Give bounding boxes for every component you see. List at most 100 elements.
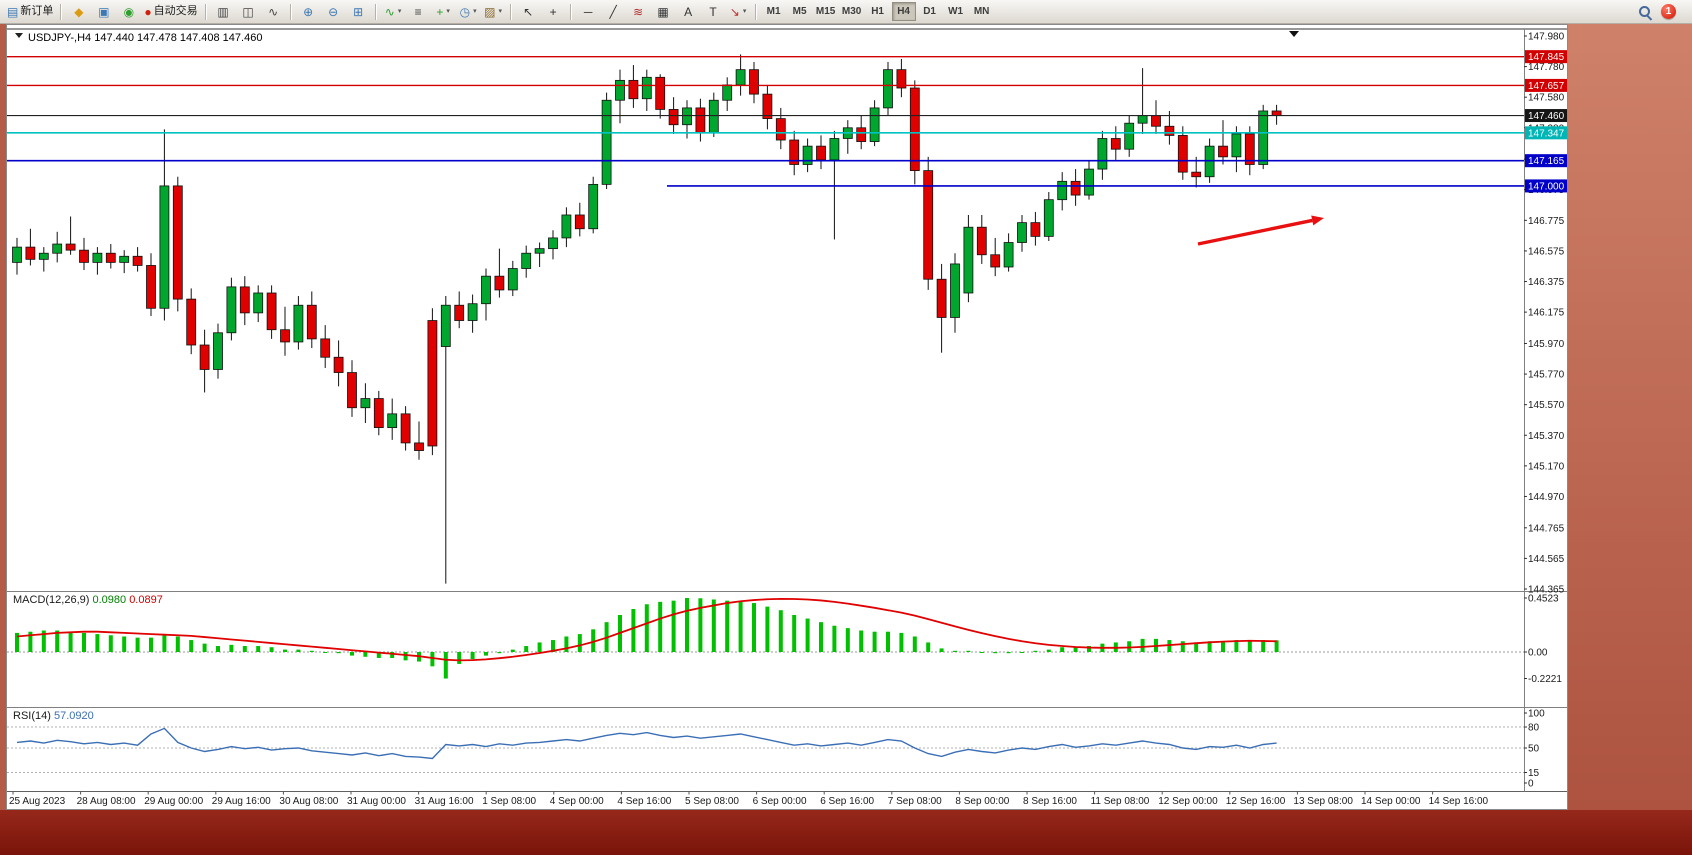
time-label: 4 Sep 00:00 [550,796,604,807]
rsi-line [16,727,1277,760]
line-chart-icon: ∿ [268,4,279,19]
time-label: 30 Aug 08:00 [279,796,338,807]
chart-window[interactable]: 147.980147.780147.580147.380147.175146.9… [6,24,1568,810]
community-button[interactable]: ◉ [116,2,141,22]
svg-text:145.570: 145.570 [1528,400,1565,411]
dropdown-caret-icon: ▾ [473,8,477,15]
time-label: 29 Aug 00:00 [144,796,203,807]
dropdown-caret-icon: ▾ [446,8,450,15]
price-badge-147.347 [1525,126,1567,140]
arrows-button[interactable]: ↘ ▾ [726,2,751,22]
crosshair-button[interactable]: + [541,2,566,22]
annotation-arrow-head[interactable] [1311,215,1324,226]
time-label: 11 Sep 08:00 [1091,796,1150,807]
chart-collapse-icon[interactable] [15,33,23,38]
svg-text:144.765: 144.765 [1528,523,1565,534]
indicators-button[interactable]: ∿ ▾ [381,2,406,22]
quotes-icon-button[interactable]: ◆ [66,2,91,22]
price-badge-147.657 [1525,78,1567,92]
bar-chart-icon: ▥ [217,4,229,19]
notification-badge[interactable]: 1 [1661,4,1676,19]
timeframe-m30[interactable]: M30 [841,6,862,17]
svg-text:147.845: 147.845 [1528,52,1565,63]
svg-text:0.4523: 0.4523 [1528,594,1559,605]
text-label-button[interactable]: T [701,2,726,22]
line-chart-button[interactable]: ∿ [261,2,286,22]
svg-text:147.000: 147.000 [1528,181,1565,192]
svg-text:147.580: 147.580 [1528,93,1565,104]
bar-chart-button[interactable]: ▥ [211,2,236,22]
svg-text:145.970: 145.970 [1528,339,1565,350]
add-indicator-button[interactable]: + ▾ [431,2,456,22]
toolbar-right: 1 [1639,4,1688,21]
templates-button[interactable]: ▨ ▾ [481,2,506,22]
search-ring [1639,5,1650,17]
time-label: 14 Sep 00:00 [1361,796,1421,807]
search-tail [1646,14,1653,21]
time-label: 14 Sep 16:00 [1429,796,1489,807]
objects-list-icon: ≡ [414,4,422,19]
fibonacci-button[interactable]: ≋ [626,2,651,22]
timeframe-w1[interactable]: W1 [948,6,964,17]
time-label: 29 Aug 16:00 [212,796,271,807]
time-label: 12 Sep 00:00 [1158,796,1218,807]
candles-layer [12,54,1282,584]
time-label: 31 Aug 00:00 [347,796,406,807]
desktop-bottom-band [0,810,1692,855]
zoom-out-button[interactable]: ⊖ [321,2,346,22]
timeframe-m5[interactable]: M5 [792,6,807,17]
auto-trading-button[interactable]: ● 自动交易 [141,2,200,22]
svg-text:145.170: 145.170 [1528,461,1565,472]
fibonacci-icon: ≋ [633,4,644,19]
toolbar-separator [60,3,63,20]
objects-list-button[interactable]: ≡ [406,2,431,22]
time-label: 8 Sep 16:00 [1023,796,1077,807]
new-order-button[interactable]: ▤ 新订单 [4,2,56,22]
price-badge-147.165 [1525,154,1567,168]
search-icon[interactable] [1639,5,1653,21]
time-label: 4 Sep 16:00 [617,796,671,807]
price-chart-svg[interactable]: 147.980147.780147.580147.380147.175146.9… [7,25,1567,809]
macd-label: MACD(12,26,9) 0.0980 0.0897 [13,594,163,606]
annotation-arrow[interactable] [1197,218,1313,246]
timeframe-m1[interactable]: M1 [766,6,781,17]
time-label: 12 Sep 16:00 [1226,796,1286,807]
svg-text:146.775: 146.775 [1528,216,1565,227]
shift-marker-icon[interactable] [1289,31,1299,37]
candlestick-chart-button[interactable]: ◫ [236,2,261,22]
rsi-label: RSI(14) 57.0920 [13,710,94,722]
svg-text:145.370: 145.370 [1528,431,1565,442]
tile-windows-button[interactable]: ⊞ [346,2,371,22]
quotes-icon-icon: ◆ [74,4,84,19]
toolbar-separator [569,3,572,20]
trendline-button[interactable]: ╱ [601,2,626,22]
price-badge-147.000 [1525,179,1567,193]
cursor-button[interactable]: ↖ [516,2,541,22]
text-button[interactable]: A [676,2,701,22]
timeframe-buttons: M1 M5 M15 M30 H1 H4 D1 W1 MN [761,2,995,21]
channel-button[interactable]: ▦ [651,2,676,22]
time-label: 31 Aug 16:00 [415,796,474,807]
timeframe-h4[interactable]: H4 [891,2,916,21]
new-order-button-label: 新订单 [20,5,54,17]
crosshair-icon: + [549,4,557,19]
timeframe-mn[interactable]: MN [973,6,990,17]
community-icon: ◉ [123,4,135,19]
svg-text:147.165: 147.165 [1528,156,1565,167]
svg-text:0: 0 [1528,779,1534,790]
svg-text:147.657: 147.657 [1528,81,1565,92]
zoom-in-button[interactable]: ⊕ [296,2,321,22]
timeframe-m15[interactable]: M15 [815,6,836,17]
svg-text:146.575: 146.575 [1528,246,1565,257]
toolbar-groups: ▤ 新订单 ◆ ▣ ◉ ● 自动交易 ▥ ◫ ∿ ⊕ ⊖ ⊞ ∿ ▾ ≡ + ▾ ◷ ▾ ▨ ▾ ↖ + ─ ╱ ≋ ▦ A T ↘ ▾ M1 M… [4,2,995,22]
depth-of-market-button[interactable]: ▣ [91,2,116,22]
periods-icon: ◷ [459,4,471,19]
text-icon: A [684,4,693,19]
horizontal-line-button[interactable]: ─ [576,2,601,22]
toolbar-separator [374,3,377,20]
svg-text:144.970: 144.970 [1528,492,1565,503]
timeframe-d1[interactable]: D1 [923,6,936,17]
periods-button[interactable]: ◷ ▾ [456,2,481,22]
trendline-icon: ╱ [609,4,617,19]
timeframe-h1[interactable]: H1 [871,6,884,17]
